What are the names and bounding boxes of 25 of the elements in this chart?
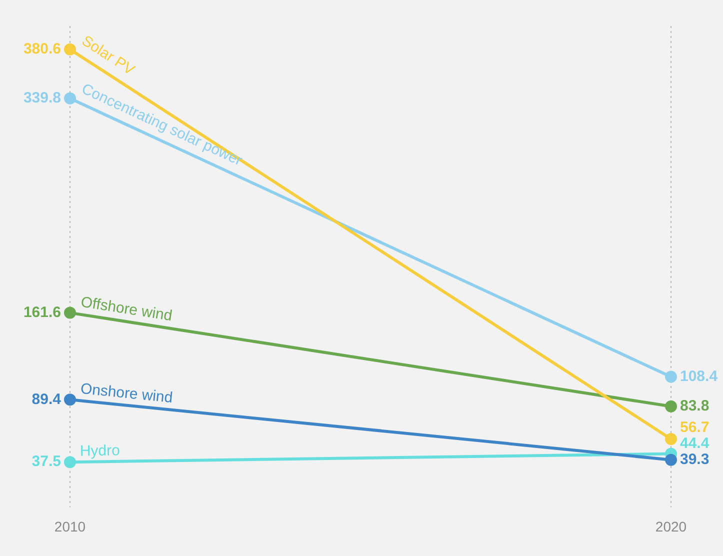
point <box>665 432 677 445</box>
point <box>665 400 677 412</box>
data-label: 56.7 <box>680 419 710 436</box>
data-label: 37.5 <box>32 453 61 470</box>
data-label: 83.8 <box>680 398 710 415</box>
data-label: 161.6 <box>23 304 61 321</box>
x-tick-label: 2020 <box>655 518 687 534</box>
text: Solar PV <box>78 32 138 79</box>
series-label: Hydro <box>80 442 120 460</box>
data-label: 339.8 <box>23 90 61 107</box>
data-label: 108.4 <box>680 368 718 385</box>
point <box>665 454 677 466</box>
data-label: 380.6 <box>23 40 61 58</box>
x-tick-label: 2010 <box>54 518 86 534</box>
point <box>64 43 76 56</box>
point <box>64 394 76 406</box>
point <box>665 370 677 383</box>
text: Onshore wind <box>80 380 174 407</box>
point <box>64 456 76 468</box>
text: Offshore wind <box>80 294 174 325</box>
data-label: 44.4 <box>680 435 710 452</box>
point <box>64 306 76 319</box>
point <box>64 92 76 104</box>
data-label: 89.4 <box>32 390 62 408</box>
data-label: 39.3 <box>680 451 710 468</box>
